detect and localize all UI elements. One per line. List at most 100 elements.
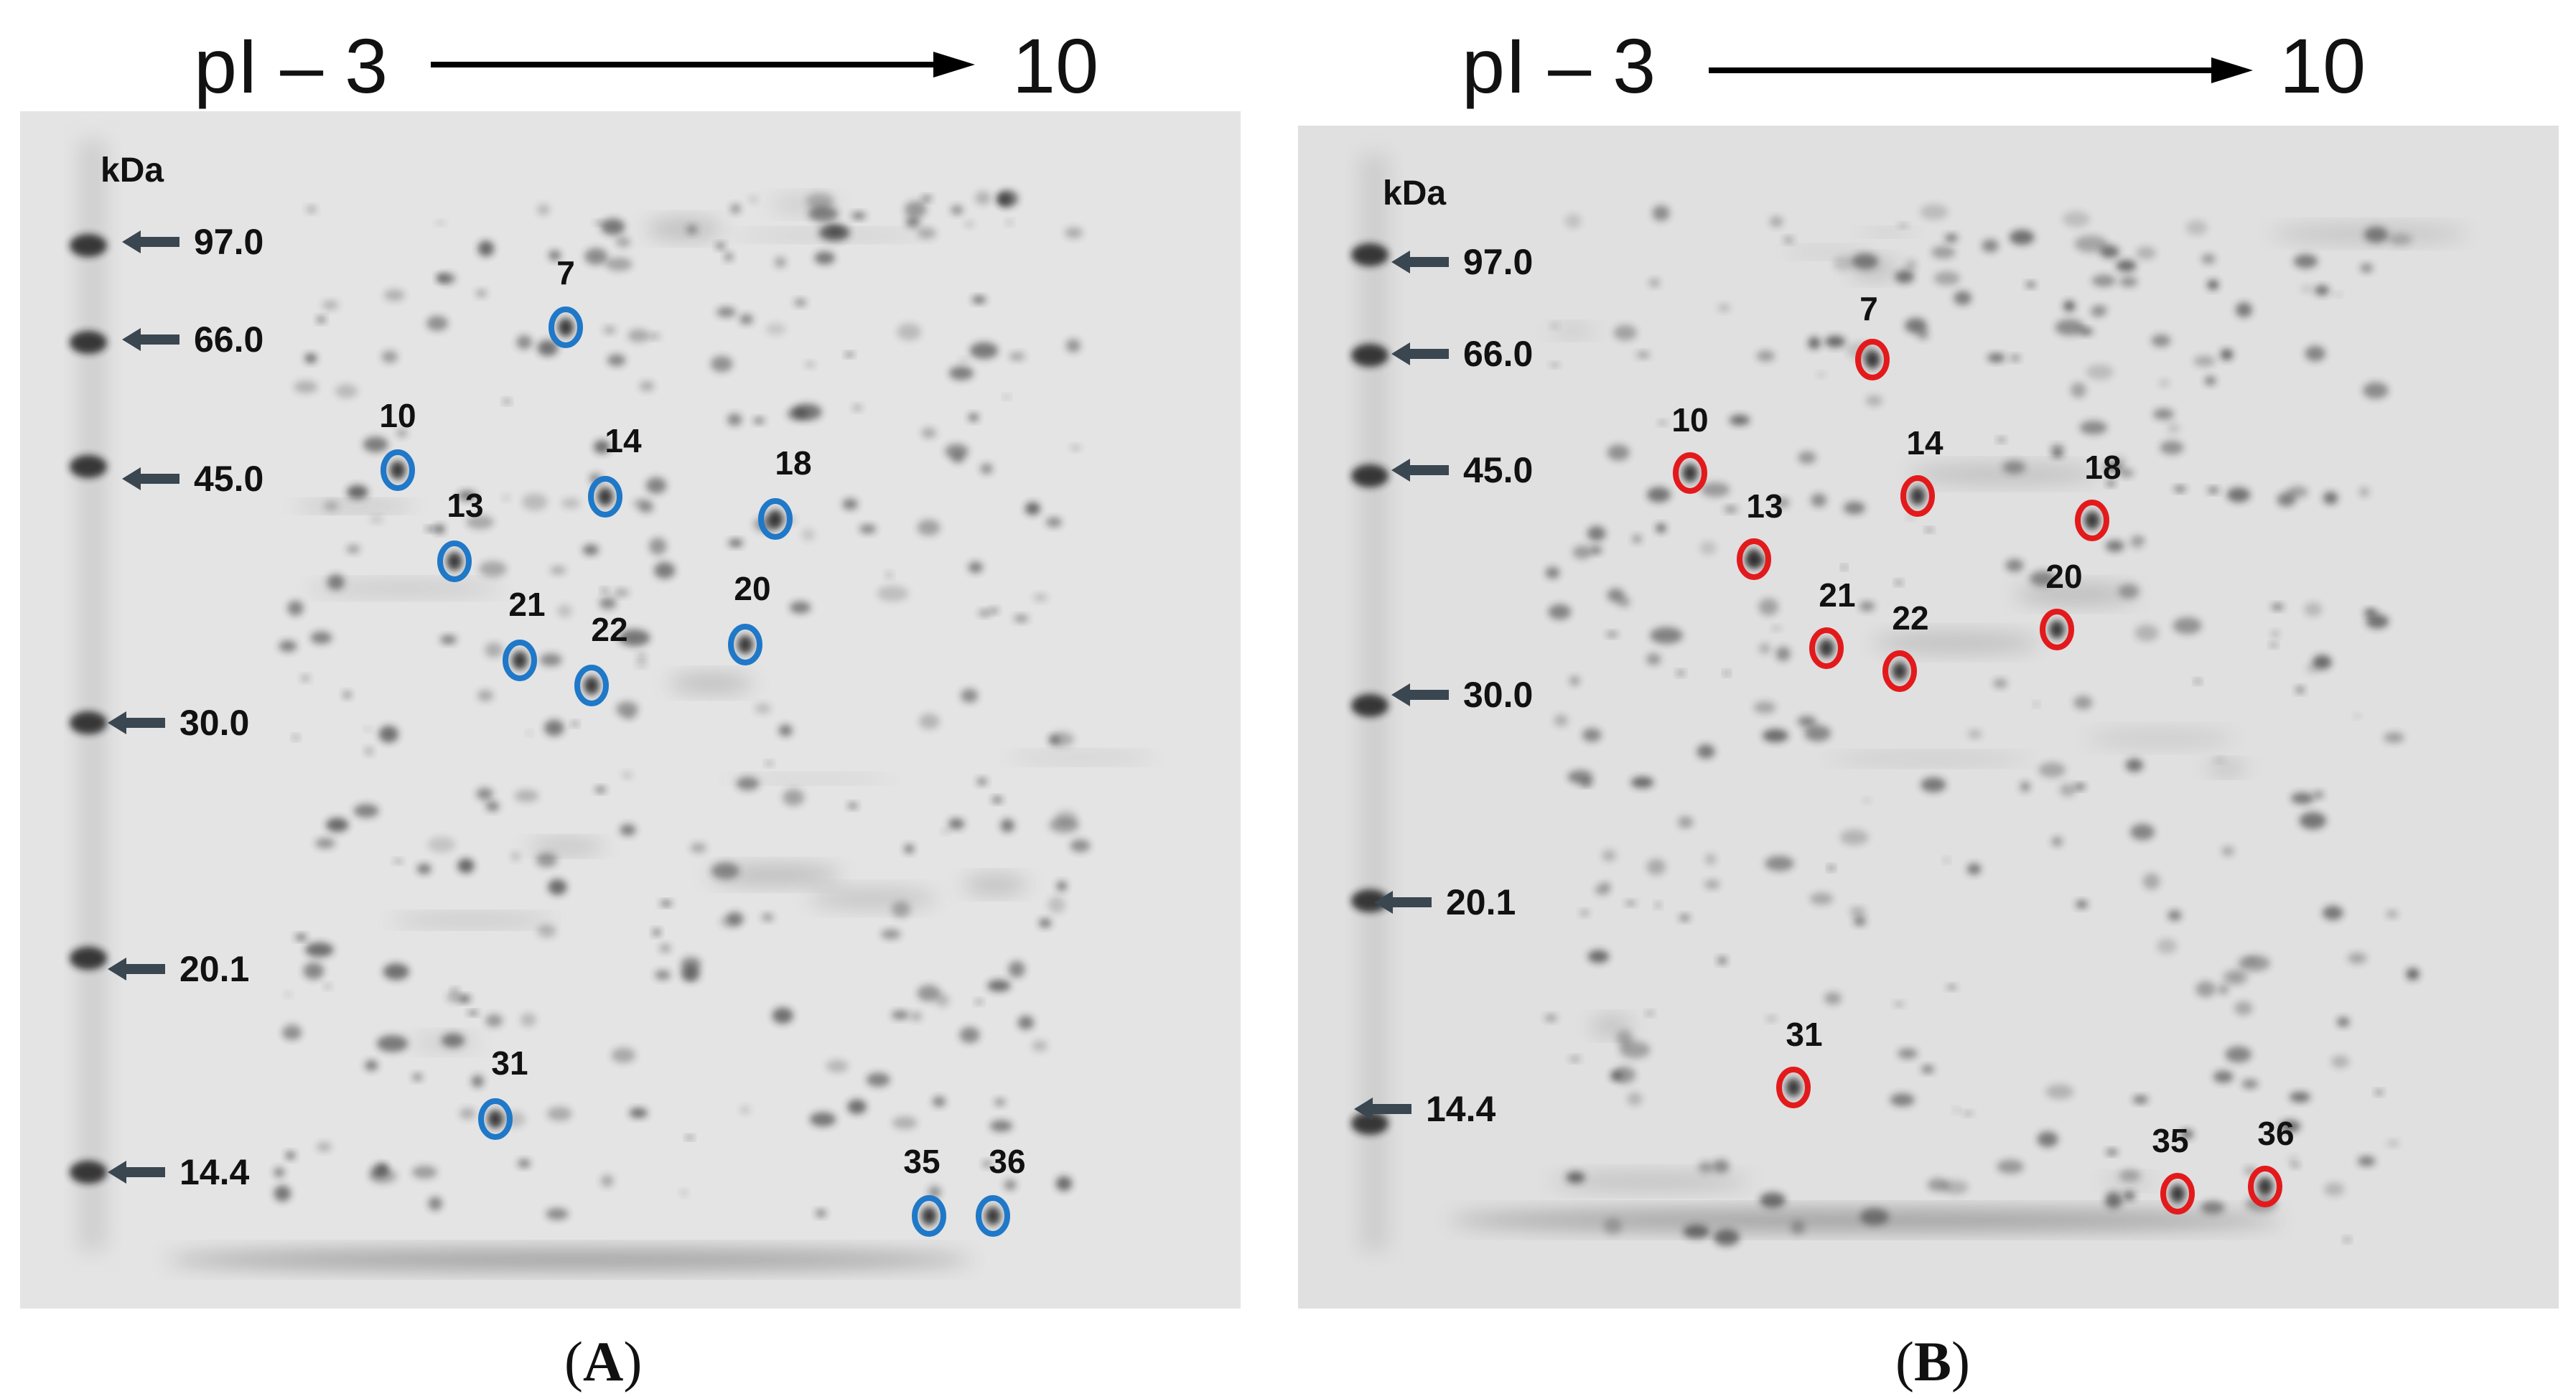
spot-number: 21 [1819,576,1855,614]
spot-circle [381,449,415,491]
spot-number: 36 [989,1143,1025,1180]
spot-7: 7 [1855,290,1890,380]
spot-7: 7 [549,254,583,348]
marker-label: 97.0 [1463,242,1533,282]
spot-number: 14 [605,422,642,459]
spot-14: 14 [1900,424,1943,517]
spot-circle [437,541,472,582]
spot-number: 7 [556,254,575,291]
gel-panel-a: kDa 97.0 66.0 45.0 30.0 20.1 14.4 7 10 14 18 13 21 22… [20,111,1241,1309]
spot-13: 13 [437,487,484,582]
spot-circle [1882,650,1917,692]
spot-circle [976,1195,1010,1237]
spot-number: 18 [2084,449,2121,486]
spot-circle [1855,339,1890,380]
spot-20: 20 [2040,558,2083,650]
spot-number: 7 [1859,290,1878,327]
marker-label: 66.0 [194,319,263,360]
marker-label: 20.1 [179,949,249,989]
spot-circle [588,476,622,518]
spot-31: 31 [478,1044,528,1140]
spot-number: 22 [591,611,627,648]
spot-10: 10 [379,397,416,491]
spot-number: 10 [1671,401,1708,439]
spot-35: 35 [2152,1122,2195,1215]
spot-circle [2248,1166,2282,1207]
marker-30-0: 30.0 [1391,675,1533,715]
marker-45-0: 45.0 [1391,450,1533,490]
spot-number: 36 [2257,1115,2294,1152]
spot-31: 31 [1776,1016,1823,1108]
spot-number: 13 [1746,487,1783,525]
marker-arrow-icon [1391,251,1449,273]
spot-10: 10 [1671,401,1709,494]
marker-label: 97.0 [194,222,263,262]
kda-unit-label: kDa [1383,174,1446,212]
spot-circle [912,1195,946,1237]
marker-30-0: 30.0 [108,703,249,743]
spot-13: 13 [1737,487,1783,580]
pi-arrow-right [1709,57,2253,83]
spot-22: 22 [1882,599,1929,692]
marker-label: 20.1 [1446,882,1516,922]
spot-circle [1900,475,1935,517]
spot-circle [478,1098,513,1140]
panel-label-a: (A) [564,1330,643,1393]
spot-14: 14 [588,422,642,518]
spot-20: 20 [728,570,771,665]
spot-21: 21 [1809,576,1856,669]
marker-label: 14.4 [179,1152,250,1192]
spot-number: 22 [1892,599,1928,637]
gel-panel-b: kDa 97.0 66.0 45.0 30.0 20.1 14.4 7 10 14 18 13 21 22… [1298,126,2559,1309]
marker-arrow-icon [1374,891,1432,914]
pi-arrow-left [431,52,975,78]
spot-circle [1809,627,1844,669]
marker-label: 14.4 [1426,1089,1496,1129]
spot-circle [1776,1067,1811,1108]
spot-number: 35 [903,1143,940,1180]
spot-circle [1673,452,1707,494]
spot-number: 14 [1906,424,1943,462]
spot-number: 20 [734,570,770,607]
marker-20-1: 20.1 [108,949,249,989]
spot-circle [503,640,537,681]
spot-circle [1737,538,1771,580]
marker-arrow-icon [108,958,165,981]
spot-36: 36 [976,1143,1026,1237]
marker-label: 30.0 [179,703,249,743]
marker-20-1: 20.1 [1374,882,1516,922]
marker-arrow-icon [1391,342,1449,365]
marker-arrow-icon [122,230,179,253]
spot-circle [2160,1173,2195,1215]
spot-circle [728,624,762,665]
spot-number: 31 [491,1044,528,1082]
marker-97-0: 97.0 [1391,242,1533,282]
spot-18: 18 [758,444,812,540]
spot-35: 35 [903,1143,946,1237]
spot-number: 35 [2152,1122,2188,1159]
marker-arrow-icon [108,1161,165,1184]
spot-number: 31 [1786,1016,1822,1053]
spot-circle [549,307,583,348]
marker-14-4: 14.4 [108,1152,250,1192]
spot-number: 13 [447,487,483,524]
marker-66-0: 66.0 [122,319,263,360]
pi-end-right: 10 [2279,22,2366,109]
spot-number: 10 [379,397,416,434]
marker-66-0: 66.0 [1391,334,1533,374]
marker-arrow-icon [1391,459,1449,482]
spot-18: 18 [2075,449,2122,541]
gel-background [1298,126,2559,1309]
kda-unit-label: kDa [101,151,164,190]
pi-label-left: pI – 3 [194,22,388,109]
spot-number: 18 [775,444,811,482]
marker-arrow-icon [122,467,179,490]
spot-circle [574,665,609,706]
marker-14-4: 14.4 [1354,1089,1496,1129]
marker-97-0: 97.0 [122,222,263,262]
marker-arrow-icon [1354,1098,1411,1120]
spot-number: 20 [2045,558,2082,595]
spot-circle [758,498,793,540]
spot-21: 21 [503,586,546,681]
